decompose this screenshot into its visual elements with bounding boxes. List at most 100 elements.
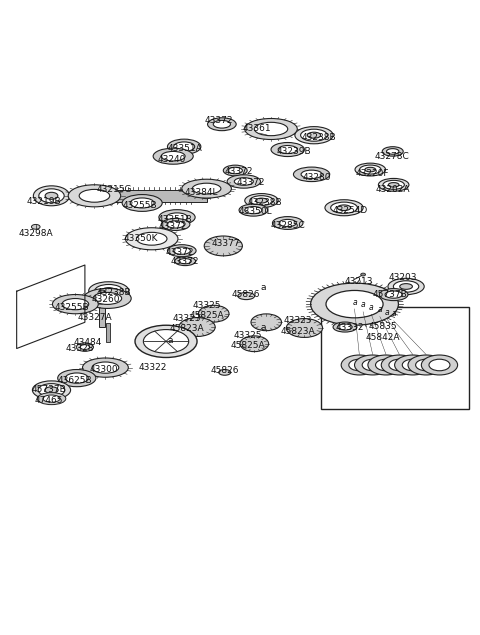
Text: a: a <box>361 300 365 309</box>
Ellipse shape <box>93 292 121 304</box>
Bar <box>107 323 110 342</box>
Ellipse shape <box>245 194 278 208</box>
Ellipse shape <box>416 359 437 371</box>
Text: 43238B: 43238B <box>301 133 336 142</box>
Ellipse shape <box>394 281 419 292</box>
Ellipse shape <box>213 121 230 128</box>
Text: 43328: 43328 <box>66 344 95 353</box>
Ellipse shape <box>408 355 444 375</box>
Ellipse shape <box>355 163 385 176</box>
Ellipse shape <box>388 278 424 295</box>
Ellipse shape <box>338 324 352 330</box>
Text: 43202A: 43202A <box>375 185 410 194</box>
Ellipse shape <box>34 186 70 206</box>
Text: 43351A: 43351A <box>168 144 203 152</box>
Text: 43238B: 43238B <box>96 288 132 297</box>
Ellipse shape <box>32 224 40 229</box>
Ellipse shape <box>80 345 90 349</box>
Ellipse shape <box>65 373 88 384</box>
Text: 43240: 43240 <box>158 154 186 164</box>
Ellipse shape <box>279 220 296 227</box>
Ellipse shape <box>83 358 128 377</box>
Ellipse shape <box>331 202 358 213</box>
Text: 43322: 43322 <box>139 363 168 372</box>
Text: 45826: 45826 <box>232 290 261 299</box>
Text: 43372: 43372 <box>236 178 265 187</box>
Ellipse shape <box>125 228 178 250</box>
Text: a: a <box>369 303 373 312</box>
Ellipse shape <box>273 217 303 229</box>
Ellipse shape <box>227 175 261 188</box>
Ellipse shape <box>159 210 195 225</box>
Ellipse shape <box>378 178 409 191</box>
Ellipse shape <box>179 318 215 337</box>
Ellipse shape <box>39 189 64 203</box>
Ellipse shape <box>293 167 330 182</box>
Text: 45737B: 45737B <box>373 290 408 299</box>
Text: 45737B
47465: 45737B 47465 <box>32 385 67 404</box>
Text: 43372: 43372 <box>165 248 193 257</box>
Ellipse shape <box>402 359 423 371</box>
Text: a: a <box>384 307 389 316</box>
Ellipse shape <box>102 288 116 294</box>
Ellipse shape <box>254 123 288 136</box>
Text: a: a <box>352 298 357 307</box>
Ellipse shape <box>383 180 404 189</box>
Ellipse shape <box>167 221 184 228</box>
Ellipse shape <box>379 288 408 300</box>
Ellipse shape <box>167 213 188 222</box>
Text: 43372: 43372 <box>159 222 187 231</box>
Bar <box>321 307 469 409</box>
Ellipse shape <box>219 370 231 375</box>
Ellipse shape <box>301 170 322 178</box>
Text: 43325
45825A: 43325 45825A <box>231 331 265 350</box>
Text: a: a <box>260 283 265 292</box>
Text: 43484: 43484 <box>73 338 101 347</box>
Ellipse shape <box>95 284 123 297</box>
Ellipse shape <box>89 282 129 300</box>
Ellipse shape <box>135 325 197 358</box>
Text: 45826: 45826 <box>210 366 239 375</box>
Text: 43372: 43372 <box>224 168 253 177</box>
Ellipse shape <box>144 330 189 353</box>
Ellipse shape <box>122 194 162 211</box>
Ellipse shape <box>240 336 269 352</box>
Ellipse shape <box>341 355 377 375</box>
Text: 43280: 43280 <box>302 173 331 182</box>
Text: 43285C: 43285C <box>270 221 305 230</box>
Ellipse shape <box>386 149 399 154</box>
Ellipse shape <box>251 314 281 331</box>
Ellipse shape <box>429 359 450 371</box>
Ellipse shape <box>238 293 254 300</box>
Text: 43278C: 43278C <box>374 152 409 161</box>
Ellipse shape <box>201 193 212 199</box>
Ellipse shape <box>286 319 323 337</box>
Text: a: a <box>167 336 173 345</box>
Ellipse shape <box>228 167 242 174</box>
Ellipse shape <box>325 200 363 216</box>
Text: 43220F: 43220F <box>356 169 389 178</box>
Ellipse shape <box>271 142 304 157</box>
Ellipse shape <box>182 179 231 198</box>
Text: a: a <box>391 309 396 319</box>
Ellipse shape <box>333 322 357 332</box>
Text: 43350K: 43350K <box>124 234 158 243</box>
Ellipse shape <box>362 359 383 371</box>
Text: 43332: 43332 <box>336 323 364 333</box>
Text: 45835
45842A: 45835 45842A <box>366 322 400 342</box>
Text: 43327A: 43327A <box>78 313 112 322</box>
Ellipse shape <box>161 151 185 161</box>
Ellipse shape <box>355 355 391 375</box>
Ellipse shape <box>385 291 402 298</box>
Ellipse shape <box>311 283 398 325</box>
Ellipse shape <box>45 387 58 393</box>
Text: 43298A: 43298A <box>18 229 53 239</box>
Ellipse shape <box>360 165 381 174</box>
Text: 43255B: 43255B <box>122 201 157 210</box>
Text: 43372: 43372 <box>171 257 199 266</box>
Ellipse shape <box>223 165 247 176</box>
Ellipse shape <box>175 257 196 265</box>
Ellipse shape <box>136 232 167 245</box>
Ellipse shape <box>295 126 333 144</box>
Ellipse shape <box>337 205 351 211</box>
